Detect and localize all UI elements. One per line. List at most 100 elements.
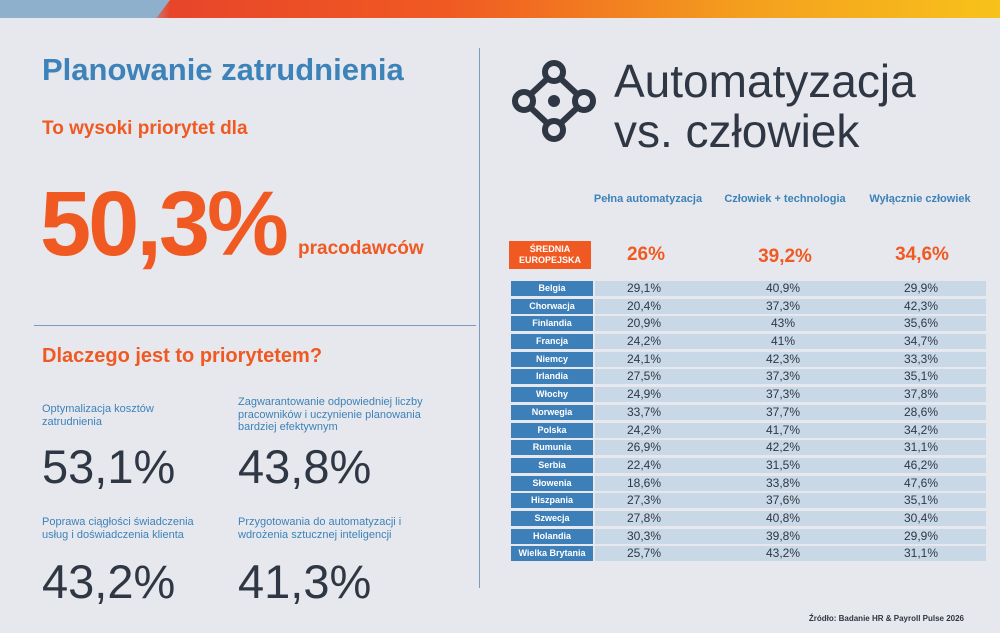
country-label: Serbia [511, 457, 593, 473]
row-background [595, 493, 986, 509]
country-label: Polska [511, 422, 593, 438]
vertical-divider [479, 48, 480, 588]
row-background [595, 528, 986, 544]
country-table: Belgia 29,1% 40,9% 29,9% Chorwacja 20,4% 37,3%… [511, 280, 986, 563]
table-row: Holandia 30,3% 39,8% 29,9% [511, 528, 986, 546]
row-background [595, 298, 986, 314]
row-value: 41% [770, 334, 796, 349]
reason-value-2: 43,8% [238, 440, 372, 493]
row-value: 37,8% [903, 387, 939, 402]
reason-value-1: 53,1% [42, 440, 176, 493]
why-priority-heading: Dlaczego jest to priorytetem? [42, 345, 323, 367]
reason-label-1: Optymalizacja kosztów zatrudnienia [42, 403, 154, 428]
row-value: 22,4% [626, 457, 662, 472]
row-value: 37,3% [765, 298, 801, 313]
reason-label-2: Zagwarantowanie odpowiedniej liczby prac… [238, 396, 423, 434]
row-value: 20,9% [626, 316, 662, 331]
row-value: 31,5% [765, 457, 801, 472]
row-value: 40,9% [765, 281, 801, 295]
row-value: 20,4% [626, 298, 662, 313]
row-background [595, 369, 986, 385]
row-value: 33,8% [765, 475, 801, 490]
row-value: 28,6% [903, 404, 939, 419]
table-row: Wielka Brytania 25,7% 43,2% 31,1% [511, 545, 986, 563]
row-value: 29,1% [626, 281, 662, 295]
table-row: Irlandia 27,5% 37,3% 35,1% [511, 368, 986, 386]
row-value: 25,7% [626, 546, 662, 561]
automation-title-line2: vs. człowiek [614, 105, 860, 157]
country-label: Hiszpania [511, 493, 593, 509]
row-value: 43% [770, 316, 796, 331]
country-label: Niemcy [511, 351, 593, 367]
automation-title-line1: Automatyzacja [614, 55, 916, 107]
row-value: 43,2% [765, 546, 801, 561]
row-value: 37,3% [765, 369, 801, 384]
row-background [595, 316, 986, 332]
row-background [595, 422, 986, 438]
horizontal-divider [34, 325, 476, 326]
table-row: Szwecja 27,8% 40,8% 30,4% [511, 510, 986, 528]
row-value: 37,7% [765, 404, 801, 419]
table-row: Słowenia 18,6% 33,8% 47,6% [511, 475, 986, 493]
country-label: Słowenia [511, 475, 593, 491]
table-row: Belgia 29,1% 40,9% 29,9% [511, 280, 986, 298]
reason-value-4: 41,3% [238, 555, 372, 608]
big-percent: 50,3% [40, 173, 289, 275]
country-label: Francja [511, 334, 593, 350]
source-note: Źródło: Badanie HR & Payroll Pulse 2026 [808, 614, 964, 623]
table-row: Chorwacja 20,4% 37,3% 42,3% [511, 298, 986, 316]
row-value: 30,4% [903, 510, 939, 525]
row-value: 42,3% [903, 298, 939, 313]
table-row: Włochy 24,9% 37,3% 37,8% [511, 386, 986, 404]
row-value: 30,3% [626, 528, 662, 543]
row-value: 37,6% [765, 493, 801, 508]
col-head-human-tech: Człowiek + technologia [724, 193, 846, 205]
priority-subtitle: To wysoki priorytet dla [42, 118, 248, 139]
row-value: 33,3% [903, 351, 939, 366]
row-value: 37,3% [765, 387, 801, 402]
table-row: Polska 24,2% 41,7% 34,2% [511, 422, 986, 440]
planning-title: Planowanie zatrudnienia [42, 52, 404, 87]
row-value: 40,8% [765, 510, 801, 525]
row-background [595, 475, 986, 491]
row-background [595, 510, 986, 526]
country-label: Włochy [511, 387, 593, 403]
country-label: Rumunia [511, 440, 593, 456]
country-label: Finlandia [511, 316, 593, 332]
row-value: 24,2% [626, 334, 662, 349]
row-value: 35,1% [903, 493, 939, 508]
row-value: 33,7% [626, 404, 662, 419]
row-value: 34,2% [903, 422, 939, 437]
country-label: Wielka Brytania [511, 546, 593, 562]
row-value: 27,8% [626, 510, 662, 525]
country-label: Szwecja [511, 510, 593, 526]
avg-value-human-tech: 39,2% [758, 246, 812, 267]
row-value: 47,6% [903, 475, 939, 490]
row-value: 39,8% [765, 528, 801, 543]
row-value: 27,5% [626, 369, 662, 384]
table-row: Rumunia 26,9% 42,2% 31,1% [511, 439, 986, 457]
row-value: 26,9% [626, 440, 662, 455]
row-background [595, 281, 986, 296]
network-nodes-icon [512, 60, 596, 142]
table-row: Finlandia 20,9% 43% 35,6% [511, 315, 986, 333]
row-background [595, 546, 986, 562]
automation-title: Automatyzacja vs. człowiek [614, 56, 916, 156]
country-label: Norwegia [511, 404, 593, 420]
country-label: Belgia [511, 281, 593, 296]
row-value: 35,1% [903, 369, 939, 384]
row-value: 46,2% [903, 457, 939, 472]
reason-label-4: Przygotowania do automatyzacji i wdrożen… [238, 516, 402, 541]
table-row: Hiszpania 27,3% 37,6% 35,1% [511, 492, 986, 510]
row-value: 24,9% [626, 387, 662, 402]
country-label: Holandia [511, 528, 593, 544]
table-row: Norwegia 33,7% 37,7% 28,6% [511, 404, 986, 422]
row-background [595, 387, 986, 403]
big-percent-label: pracodawców [298, 238, 424, 259]
row-value: 29,9% [903, 281, 939, 295]
row-value: 24,1% [626, 351, 662, 366]
row-background [595, 404, 986, 420]
row-value: 34,7% [903, 334, 939, 349]
row-value: 41,7% [765, 422, 801, 437]
row-value: 18,6% [626, 475, 662, 490]
